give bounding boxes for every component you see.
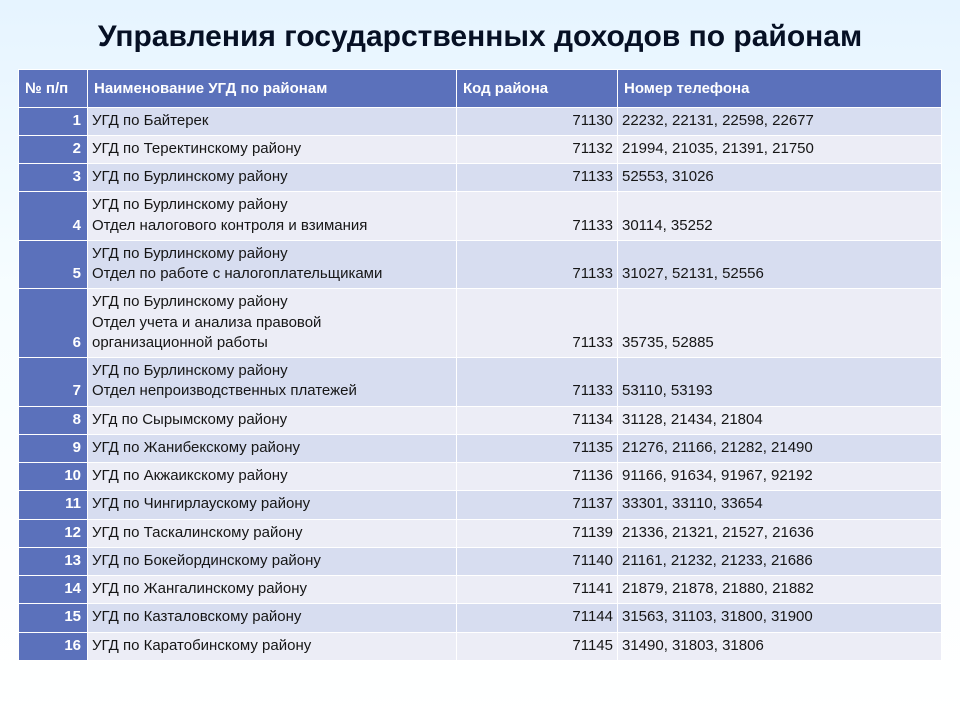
cell-phone: 52553, 31026 [618,164,942,192]
cell-number: 2 [19,135,88,163]
cell-phone: 30114, 35252 [618,192,942,241]
table-body: 1УГД по Байтерек7113022232, 22131, 22598… [19,107,942,660]
cell-number: 11 [19,491,88,519]
cell-name: УГД по Жанибекскому району [88,434,457,462]
cell-code: 71135 [457,434,618,462]
cell-phone: 31563, 31103, 31800, 31900 [618,604,942,632]
col-header-code: Код района [457,69,618,107]
table-row: 3УГД по Бурлинскому району7113352553, 31… [19,164,942,192]
districts-table: № п/п Наименование УГД по районам Код ра… [18,69,942,661]
cell-number: 14 [19,576,88,604]
cell-phone: 33301, 33110, 33654 [618,491,942,519]
cell-phone: 31128, 21434, 21804 [618,406,942,434]
col-header-number: № п/п [19,69,88,107]
cell-code: 71139 [457,519,618,547]
cell-code: 71134 [457,406,618,434]
cell-code: 71133 [457,240,618,289]
cell-name: УГД по Чингирлаускому району [88,491,457,519]
cell-number: 4 [19,192,88,241]
col-header-name: Наименование УГД по районам [88,69,457,107]
cell-number: 5 [19,240,88,289]
cell-phone: 21879, 21878, 21880, 21882 [618,576,942,604]
table-row: 11УГД по Чингирлаускому району7113733301… [19,491,942,519]
cell-code: 71145 [457,632,618,660]
table-row: 16УГД по Каратобинскому району7114531490… [19,632,942,660]
table-header-row: № п/п Наименование УГД по районам Код ра… [19,69,942,107]
cell-code: 71133 [457,289,618,358]
cell-number: 13 [19,547,88,575]
cell-phone: 35735, 52885 [618,289,942,358]
cell-name: УГД по Байтерек [88,107,457,135]
cell-phone: 31490, 31803, 31806 [618,632,942,660]
table-row: 9УГД по Жанибекскому району7113521276, 2… [19,434,942,462]
cell-code: 71144 [457,604,618,632]
cell-phone: 31027, 52131, 52556 [618,240,942,289]
cell-number: 10 [19,463,88,491]
col-header-phone: Номер телефона [618,69,942,107]
cell-number: 1 [19,107,88,135]
cell-name: УГд по Сырымскому району [88,406,457,434]
cell-phone: 53110, 53193 [618,358,942,407]
cell-name: УГД по Каратобинскому району [88,632,457,660]
cell-code: 71140 [457,547,618,575]
cell-name: УГД по Казталовскому району [88,604,457,632]
cell-phone: 91166, 91634, 91967, 92192 [618,463,942,491]
page-title: Управления государственных доходов по ра… [18,20,942,55]
table-row: 2УГД по Теректинскому району7113221994, … [19,135,942,163]
cell-code: 71136 [457,463,618,491]
table-row: 10УГД по Акжаикскому району7113691166, 9… [19,463,942,491]
cell-number: 6 [19,289,88,358]
cell-phone: 21276, 21166, 21282, 21490 [618,434,942,462]
cell-number: 15 [19,604,88,632]
table-row: 14УГД по Жангалинскому району7114121879,… [19,576,942,604]
cell-phone: 21336, 21321, 21527, 21636 [618,519,942,547]
cell-name: УГД по Бурлинскому району [88,164,457,192]
cell-code: 71132 [457,135,618,163]
cell-code: 71133 [457,192,618,241]
cell-name: УГД по Бурлинскому району Отдел учета и … [88,289,457,358]
cell-number: 8 [19,406,88,434]
cell-number: 12 [19,519,88,547]
cell-name: УГД по Жангалинскому району [88,576,457,604]
cell-name: УГД по Бурлинскому району Отдел по работ… [88,240,457,289]
cell-number: 9 [19,434,88,462]
cell-code: 71133 [457,164,618,192]
table-row: 13УГД по Бокейординскому району711402116… [19,547,942,575]
cell-name: УГД по Бокейординскому району [88,547,457,575]
cell-phone: 21994, 21035, 21391, 21750 [618,135,942,163]
table-row: 4УГД по Бурлинскому району Отдел налогов… [19,192,942,241]
cell-number: 7 [19,358,88,407]
cell-code: 71137 [457,491,618,519]
table-row: 8УГд по Сырымскому району7113431128, 214… [19,406,942,434]
cell-phone: 21161, 21232, 21233, 21686 [618,547,942,575]
slide-container: Управления государственных доходов по ра… [0,0,960,720]
cell-name: УГД по Теректинскому району [88,135,457,163]
cell-name: УГД по Бурлинскому району Отдел налогово… [88,192,457,241]
table-row: 15УГД по Казталовскому району7114431563,… [19,604,942,632]
table-row: 1УГД по Байтерек7113022232, 22131, 22598… [19,107,942,135]
cell-code: 71141 [457,576,618,604]
cell-name: УГД по Бурлинскому району Отдел непроизв… [88,358,457,407]
table-row: 7УГД по Бурлинскому району Отдел непроиз… [19,358,942,407]
cell-phone: 22232, 22131, 22598, 22677 [618,107,942,135]
cell-name: УГД по Акжаикскому району [88,463,457,491]
table-row: 6УГД по Бурлинскому району Отдел учета и… [19,289,942,358]
cell-code: 71130 [457,107,618,135]
table-row: 12УГД по Таскалинскому району7113921336,… [19,519,942,547]
cell-number: 16 [19,632,88,660]
cell-name: УГД по Таскалинскому району [88,519,457,547]
cell-code: 71133 [457,358,618,407]
table-row: 5УГД по Бурлинскому району Отдел по рабо… [19,240,942,289]
cell-number: 3 [19,164,88,192]
